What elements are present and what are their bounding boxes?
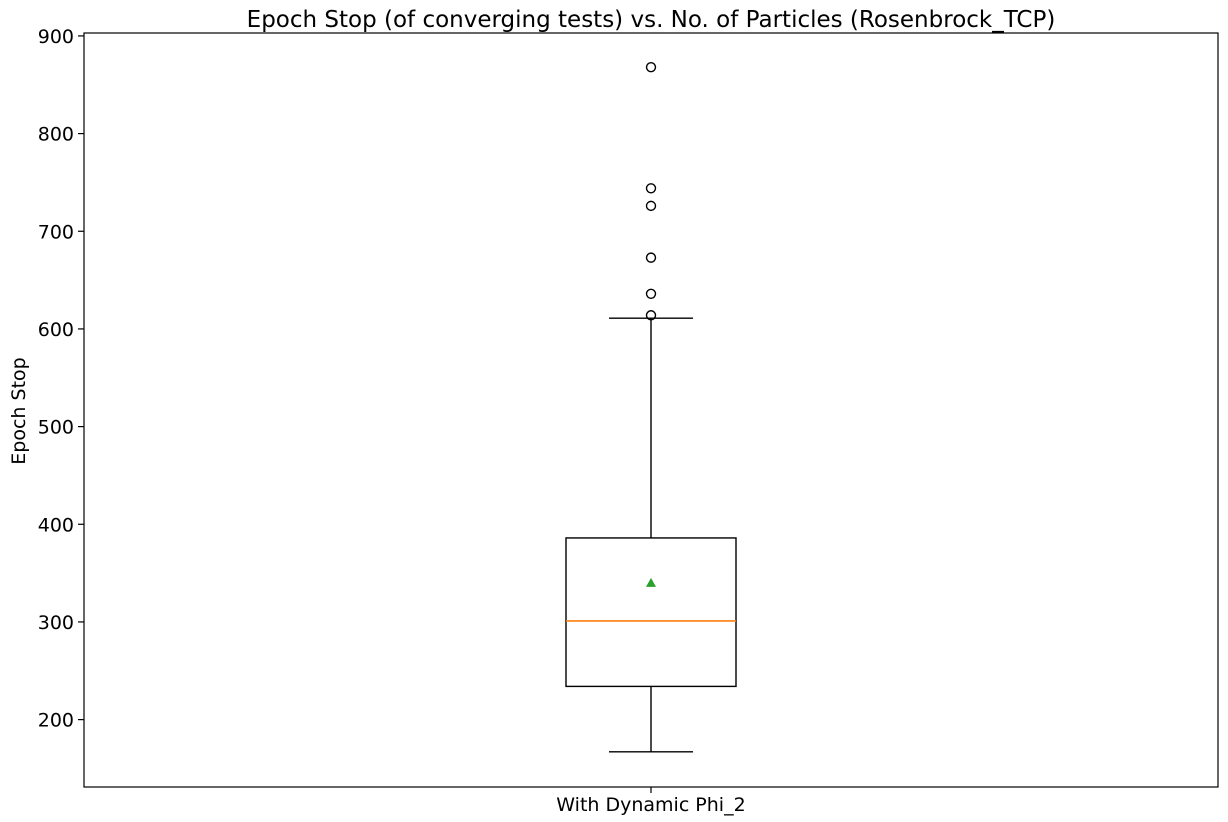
chart-title: Epoch Stop (of converging tests) vs. No.… <box>247 7 1056 33</box>
y-axis-ticks: 200 300 400 500 600 700 800 900 <box>38 26 84 732</box>
box-0 <box>565 61 737 753</box>
outlier-point <box>645 183 657 194</box>
y-tick-label: 800 <box>38 124 74 146</box>
iqr-box <box>565 537 737 688</box>
mean-marker <box>646 577 656 587</box>
y-tick-label: 900 <box>38 26 74 48</box>
y-tick-label: 500 <box>38 417 74 439</box>
outlier-point <box>645 252 657 263</box>
x-axis-ticks: With Dynamic Phi_2 <box>556 787 746 816</box>
x-tick-label: With Dynamic Phi_2 <box>556 794 745 816</box>
y-tick-label: 700 <box>38 221 74 243</box>
outlier-point <box>645 61 657 73</box>
boxes-group <box>565 61 737 753</box>
outlier-point <box>645 288 657 299</box>
y-tick-label: 200 <box>38 710 74 732</box>
y-tick-label: 300 <box>38 612 74 634</box>
y-axis-label: Epoch Stop <box>8 357 30 464</box>
outlier-point <box>645 310 657 321</box>
y-tick-label: 600 <box>38 319 74 341</box>
plot-frame <box>83 32 1219 788</box>
outlier-point <box>645 200 657 212</box>
y-tick-label: 400 <box>38 514 74 536</box>
